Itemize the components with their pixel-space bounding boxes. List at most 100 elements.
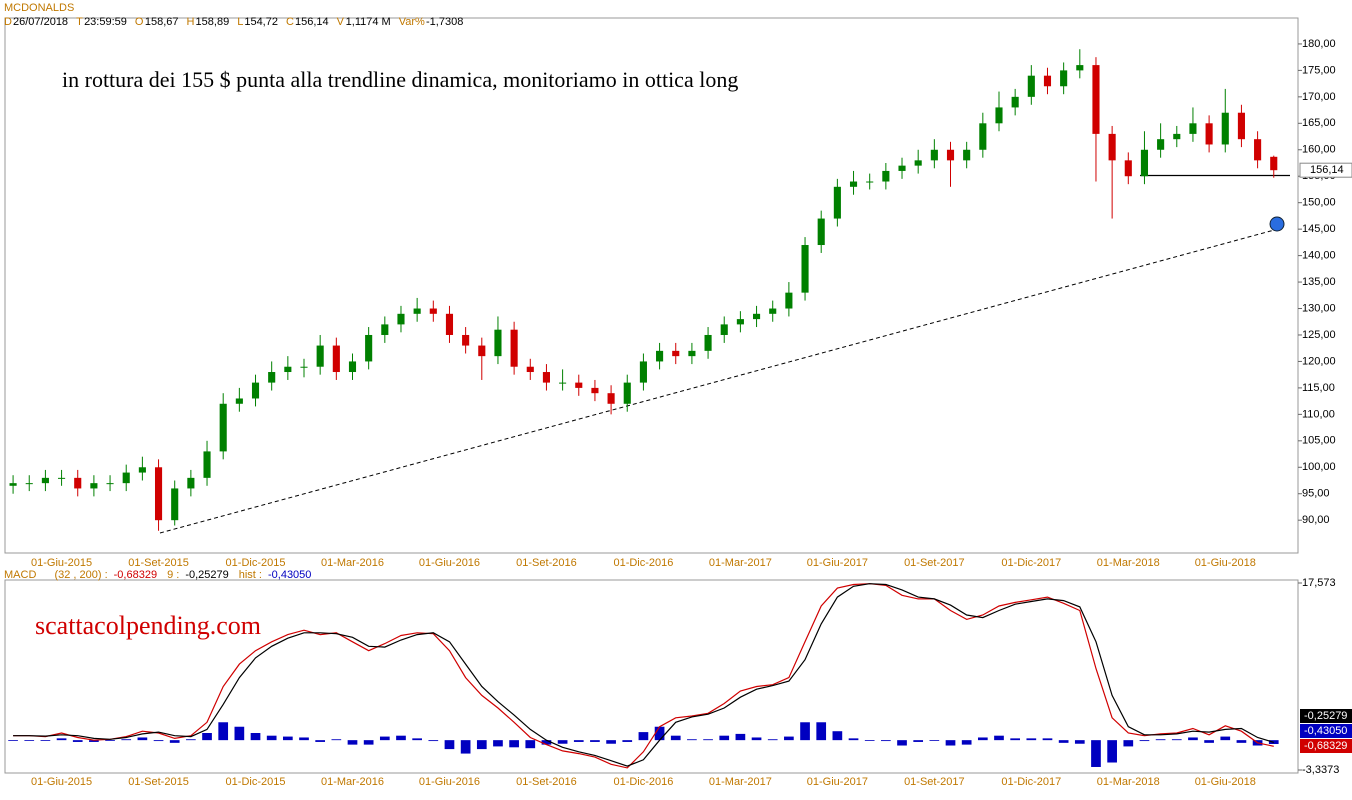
candle-body — [445, 313, 454, 335]
value-box-label: -0,25279 — [1304, 710, 1347, 722]
hist-bar — [816, 722, 827, 741]
hist-bar — [396, 735, 406, 741]
hist-bar — [331, 739, 342, 741]
candle-body — [171, 488, 179, 521]
x-tick-label: 01-Set-2017 — [904, 557, 965, 569]
candle-body — [251, 382, 260, 399]
x-tick-label: 01-Giu-2018 — [1195, 776, 1256, 788]
hist-bar — [105, 740, 115, 741]
y-tick-label: 125,00 — [1302, 329, 1336, 341]
hist-bar — [379, 736, 390, 741]
candle-body — [187, 477, 195, 489]
value-box — [1300, 724, 1352, 738]
hist-bar — [994, 735, 1004, 741]
y-tick-label: 180,00 — [1302, 38, 1336, 50]
hist-bar — [1171, 739, 1182, 741]
hist-bar — [638, 732, 649, 741]
hist-bar — [945, 740, 956, 746]
hist-bar — [1236, 740, 1247, 743]
hist-bar — [1188, 737, 1198, 741]
last-price-label: 156,14 — [1310, 164, 1344, 176]
macd-header-text: -0,43050 — [268, 569, 311, 581]
candle-body — [74, 477, 82, 489]
hist-bar — [24, 740, 35, 741]
hist-bar — [137, 737, 148, 741]
header-key: V — [337, 16, 345, 28]
hist-bar — [557, 740, 568, 744]
candle-body — [1076, 65, 1084, 71]
x-tick-label: 01-Giu-2015 — [31, 557, 92, 569]
hist-bar — [864, 740, 875, 741]
hist-bar — [121, 739, 132, 741]
hist-bar — [363, 740, 374, 745]
candle-body — [122, 472, 130, 484]
candle-body — [833, 186, 841, 219]
candle-body — [235, 398, 243, 404]
price-frame — [4, 17, 1299, 554]
hist-bar — [1042, 738, 1053, 741]
header-value: 158,89 — [196, 16, 230, 28]
candle-body — [348, 361, 357, 373]
hist-bar — [234, 726, 245, 741]
candle-body — [736, 319, 744, 325]
macd-header-text: MACD — [4, 569, 36, 581]
hist-bar — [72, 740, 83, 742]
candle-body — [672, 350, 680, 357]
header-key: O — [135, 16, 144, 28]
y-tick-label: 175,00 — [1302, 64, 1336, 76]
candle-body — [575, 382, 583, 388]
x-tick-label: 01-Dic-2016 — [613, 557, 673, 569]
hist-bar — [460, 740, 471, 754]
header-value: 26/07/2018 — [13, 16, 68, 28]
hist-bar — [444, 740, 455, 750]
value-box — [1300, 739, 1352, 753]
hist-bar — [8, 740, 18, 741]
hist-bar — [1155, 739, 1166, 741]
x-tick-label: 01-Dic-2017 — [1001, 776, 1061, 788]
candle-body — [203, 451, 211, 478]
x-tick-label: 01-Set-2015 — [128, 776, 189, 788]
candle-body — [219, 403, 227, 452]
hist-bar — [153, 740, 164, 742]
value-box — [1300, 709, 1352, 723]
candle-body — [639, 361, 647, 383]
x-tick-label: 01-Giu-2015 — [31, 776, 92, 788]
hist-bar — [913, 740, 924, 742]
candle-body — [1221, 112, 1229, 145]
x-tick-label: 01-Mar-2018 — [1097, 557, 1160, 569]
candle-body — [1254, 139, 1262, 161]
candle-body — [397, 313, 405, 325]
candle-body — [1189, 123, 1197, 134]
y-tick-label: 17,573 — [1302, 577, 1336, 589]
header-value: 154,72 — [244, 16, 278, 28]
candle-body — [90, 483, 98, 489]
header-key: T — [76, 16, 83, 28]
y-tick-label: 170,00 — [1302, 91, 1336, 103]
header-key: C — [286, 16, 294, 28]
candle-body — [559, 382, 567, 384]
header-key: L — [237, 16, 243, 28]
y-tick-label: 100,00 — [1302, 461, 1336, 473]
hist-bar — [299, 737, 309, 741]
candle-body — [138, 467, 146, 473]
candle-body — [25, 483, 33, 485]
header-value: 23:59:59 — [84, 16, 127, 28]
y-tick-label: 135,00 — [1302, 276, 1336, 288]
candle-body — [704, 334, 712, 351]
candle-body — [542, 372, 550, 383]
x-tick-label: 01-Dic-2016 — [613, 776, 673, 788]
candle-body — [1124, 160, 1132, 177]
candle-body — [591, 387, 599, 394]
hist-bar — [1107, 740, 1117, 763]
candle-body — [946, 149, 955, 161]
hist-bar — [800, 722, 810, 741]
candle-body — [898, 165, 906, 171]
x-tick-label: 01-Set-2015 — [128, 557, 189, 569]
hist-bar — [719, 735, 730, 741]
candle-body — [656, 350, 664, 362]
hist-bar — [282, 736, 293, 741]
hist-bar — [347, 740, 358, 745]
macd-header-text: -0,68329 — [114, 569, 157, 581]
candle-body — [1092, 65, 1100, 134]
candle-body — [1157, 139, 1165, 150]
